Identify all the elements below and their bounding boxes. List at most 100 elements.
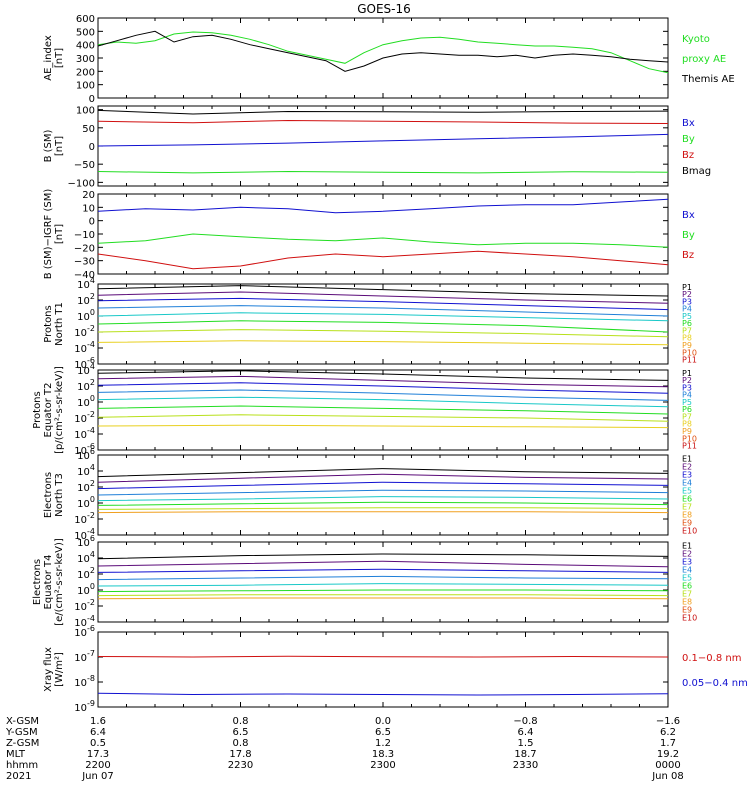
y-tick-label: 400	[76, 41, 95, 52]
series-line-p8	[97, 340, 669, 346]
series-line-e2	[97, 473, 669, 483]
series-line-themis-ae	[97, 30, 669, 72]
y-tick-label: −40	[74, 270, 95, 281]
panel-frame	[97, 369, 669, 451]
panel-frame	[97, 631, 669, 708]
series-line-p4	[97, 389, 669, 401]
x-row-label: MLT	[6, 749, 26, 760]
y-tick-label: 100	[76, 106, 95, 117]
series-line-bmag	[97, 109, 669, 115]
y-tick-label: 10	[82, 203, 95, 214]
legend-entry: E1	[682, 541, 692, 550]
legend-entry: E9	[682, 605, 692, 614]
legend-entry: P8	[682, 420, 692, 429]
x-row-value: 0.5	[90, 738, 106, 749]
series-line-p1	[97, 370, 669, 381]
legend-entry: P6	[682, 405, 692, 414]
x-row-value: 0.8	[233, 716, 249, 727]
legend-entry: P3	[682, 383, 692, 392]
legend-entry: E2	[682, 549, 692, 558]
legend-entry: P1	[682, 369, 692, 378]
series-line-by	[97, 170, 669, 174]
x-row-value: 2200	[85, 760, 110, 771]
series-line-p4	[97, 305, 669, 317]
series-line-0-1-0-8-nm	[97, 655, 669, 658]
series-line-e6	[97, 589, 669, 593]
legend-entry: P6	[682, 319, 692, 328]
legend-entry: E6	[682, 581, 692, 590]
series-line-e7	[97, 507, 669, 510]
y-tick-label: 102	[77, 378, 95, 393]
y-tick-label: 100	[76, 81, 95, 92]
legend-entry: E1	[682, 454, 692, 463]
legend-entry: P11	[682, 442, 697, 451]
x-row-value: 19.2	[657, 749, 679, 760]
series-line-e8	[97, 597, 669, 600]
x-row-value: 1.5	[518, 738, 534, 749]
legend-entry: Themis AE	[681, 74, 735, 85]
x-row-value: 6.4	[90, 727, 106, 738]
x-row-value: 6.5	[233, 727, 249, 738]
series-line-e4	[97, 575, 669, 581]
y-tick-label: 300	[76, 54, 95, 65]
x-row-label: Z-GSM	[6, 738, 39, 749]
panel-2: 100 50 0 −50 −100 B (SM)[nT] Bx By Bz Bmag	[43, 105, 711, 189]
legend-entry: E8	[682, 597, 692, 606]
legend-entry: Bmag	[682, 166, 711, 177]
y-axis-label: B (SM)−IGRF (SM)[nT]	[43, 189, 65, 280]
y-tick-label: 200	[76, 67, 95, 78]
legend-entry: E3	[682, 470, 692, 479]
legend-entry: Bx	[682, 210, 695, 221]
series-line-p6	[97, 320, 669, 333]
series-line-e1	[97, 468, 669, 478]
series-line-by	[97, 233, 669, 248]
y-tick-label: 100	[77, 495, 95, 510]
legend-entry: P9	[682, 341, 692, 350]
y-tick-label: 100	[77, 394, 95, 409]
legend-entry: Bz	[682, 250, 694, 261]
legend-entry: E7	[682, 589, 692, 598]
y-tick-label: 10-2	[74, 598, 95, 613]
legend-entry: P10	[682, 348, 697, 357]
legend-entry: E5	[682, 573, 692, 582]
x-row-value: 2300	[370, 760, 395, 771]
legend-entry: Kyoto	[682, 34, 710, 45]
y-axis-label: ProtonsEquator T2[p/(cm²-s-sr-keV)]	[32, 366, 65, 454]
legend-entry: Bz	[682, 150, 694, 161]
y-tick-label: 102	[77, 566, 95, 581]
y-axis-label: ElectronsEquator T4[e/(cm²-s-sr-keV)]	[32, 538, 65, 626]
y-axis-label: B (SM)[nT]	[43, 129, 65, 162]
series-line-e8	[97, 511, 669, 514]
series-line-p7	[97, 329, 669, 338]
legend-entry: E3	[682, 557, 692, 566]
series-line-bz	[97, 250, 669, 270]
series-line-e5	[97, 583, 669, 587]
y-tick-label: 10-2	[74, 410, 95, 425]
y-tick-label: 104	[77, 463, 95, 478]
legend-entry: P5	[682, 398, 692, 407]
x-row-value: 1.6	[90, 716, 106, 727]
x-row-value: 6.5	[375, 727, 391, 738]
x-row-value: 2330	[513, 760, 538, 771]
y-tick-label: 10-7	[74, 649, 95, 664]
legend-entry: Bx	[682, 118, 695, 129]
legend-entry: By	[682, 134, 695, 145]
legend-entry: E8	[682, 510, 692, 519]
y-tick-label: 10-9	[74, 699, 95, 714]
x-row-value: 2230	[228, 760, 253, 771]
x-row-value: −1.6	[656, 716, 680, 727]
legend-entry: E10	[682, 613, 697, 622]
y-axis-label: AE_index[nT]	[43, 35, 65, 81]
legend-entry: E2	[682, 462, 692, 471]
y-tick-label: 10-2	[74, 511, 95, 526]
legend-entry: P7	[682, 326, 692, 335]
y-tick-label: 600	[76, 14, 95, 25]
y-tick-label: 0	[89, 217, 95, 228]
x-row-value: Jun 08	[651, 771, 684, 782]
series-line-e7	[97, 594, 669, 597]
series-line-bx	[97, 198, 669, 214]
legend-entry: P5	[682, 312, 692, 321]
